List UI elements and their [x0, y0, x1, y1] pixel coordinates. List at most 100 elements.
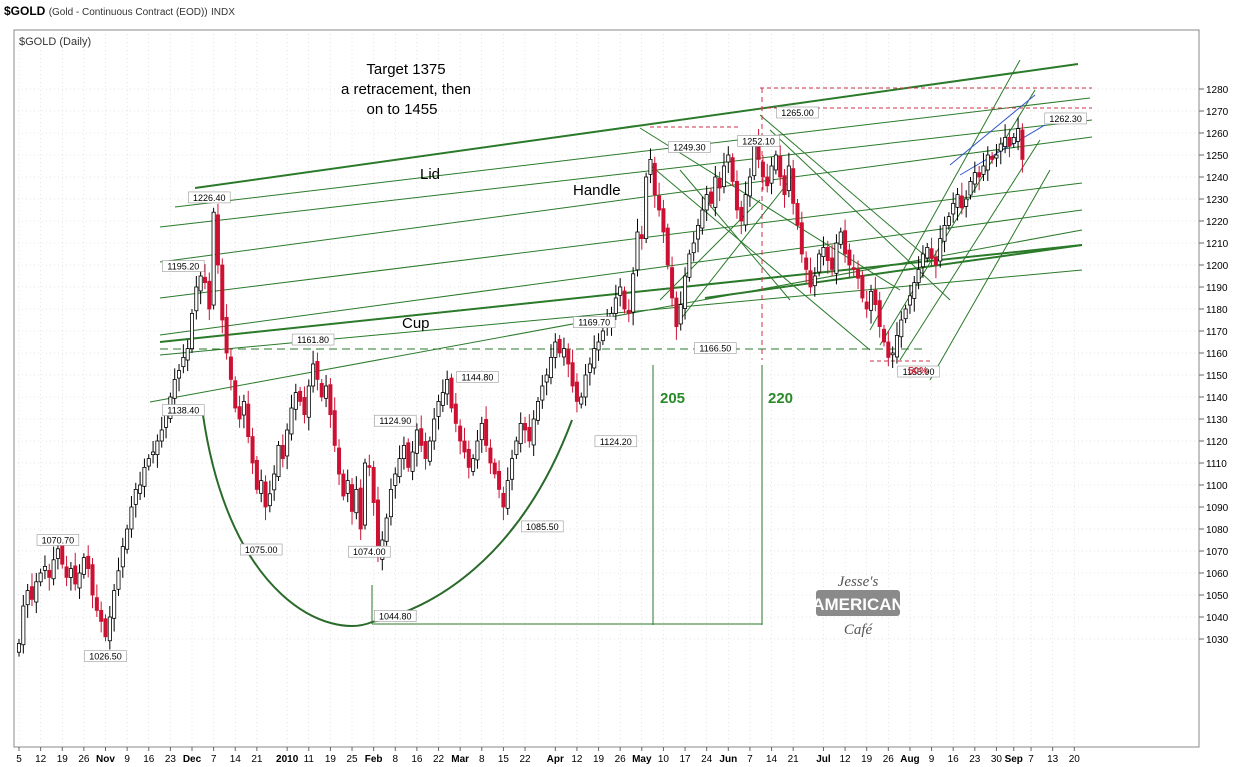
candle-body: [47, 569, 52, 578]
candle: [228, 348, 233, 391]
fan-line: [194, 63, 1079, 189]
y-tick-label: 1280: [1206, 85, 1229, 96]
candle-body: [968, 180, 973, 196]
candle: [250, 427, 255, 474]
candle: [1016, 117, 1021, 151]
candle-body: [583, 374, 588, 398]
candle-body: [752, 143, 757, 177]
candle: [964, 190, 969, 218]
candle: [492, 458, 497, 479]
candle: [254, 455, 259, 494]
candle: [328, 378, 333, 428]
candle-body: [172, 378, 177, 399]
candle: [16, 639, 21, 657]
candle-body: [16, 643, 21, 653]
candle: [81, 553, 86, 579]
candle: [951, 192, 956, 223]
candle: [138, 471, 143, 500]
price-label-text: 1074.00: [353, 547, 386, 557]
candle-body: [843, 230, 848, 255]
price-label-box: [573, 316, 616, 328]
candle: [125, 524, 130, 554]
candle-body: [933, 256, 938, 266]
candle: [553, 333, 558, 369]
candle: [458, 419, 463, 455]
candle-body: [674, 297, 679, 328]
candle: [730, 153, 735, 186]
y-tick-label: 1070: [1206, 547, 1229, 558]
candle-body: [419, 428, 424, 446]
candle-body: [890, 352, 895, 356]
candle: [955, 188, 960, 221]
candle: [691, 232, 696, 262]
x-tick-label: 2010: [276, 754, 299, 765]
candle-body: [773, 154, 778, 171]
price-label: 1075.00: [240, 543, 283, 556]
candle-body: [38, 572, 43, 583]
x-tick-label: 8: [392, 754, 398, 765]
candle: [51, 546, 56, 586]
candle-body: [298, 390, 303, 402]
candle: [38, 568, 43, 587]
candle: [94, 584, 99, 617]
candle-body: [432, 418, 437, 442]
candle-body: [86, 555, 91, 570]
candle: [233, 376, 238, 413]
candle: [298, 386, 303, 406]
candle-body: [821, 246, 826, 258]
y-tick-label: 1110: [1206, 459, 1227, 470]
fan-line: [159, 209, 1083, 336]
candle: [626, 299, 631, 323]
price-label-box: [521, 520, 564, 533]
price-label-text: 1169.70: [578, 318, 610, 328]
price-label-box: [694, 342, 737, 355]
candle-body: [177, 370, 182, 379]
candle: [315, 352, 320, 391]
candle: [237, 395, 242, 428]
lid-label: Lid: [420, 166, 440, 183]
candle: [410, 441, 415, 481]
candle: [362, 458, 367, 530]
candle-body: [860, 275, 865, 299]
candle: [687, 249, 692, 282]
candle: [332, 397, 337, 452]
candle-body: [951, 202, 956, 215]
candle-body: [1020, 129, 1025, 160]
fan-line: [159, 136, 1093, 263]
fifty-pct-label: 50%: [908, 366, 928, 377]
candle: [834, 234, 839, 285]
candle-body: [721, 165, 726, 188]
candle-body: [276, 444, 281, 478]
x-tick-label: Nov: [96, 754, 115, 765]
price-label-text: 1085.50: [526, 522, 559, 532]
x-tick-label: Dec: [183, 754, 202, 765]
candle: [916, 256, 921, 290]
candle: [189, 309, 194, 353]
price-label-text: 1070.70: [42, 535, 75, 545]
candle: [25, 584, 30, 618]
x-tick-label: 8: [479, 754, 485, 765]
x-tick-label: 19: [57, 754, 69, 765]
candle: [354, 476, 359, 520]
candle-body: [518, 422, 523, 445]
candle: [523, 416, 528, 444]
candle-body: [799, 222, 804, 255]
candle: [514, 436, 519, 460]
candle-body: [856, 268, 861, 279]
candle: [440, 379, 445, 412]
candle-body: [670, 267, 675, 299]
candle: [68, 562, 73, 591]
x-tick-label: 16: [411, 754, 423, 765]
candle-body: [267, 493, 272, 507]
watermark-logo: Jesse's AMERICAN Café: [812, 574, 904, 638]
candle-body: [903, 308, 908, 320]
candle: [527, 414, 532, 448]
price-label-box: [162, 404, 205, 416]
x-tick-label: Mar: [451, 754, 469, 765]
candle-body: [639, 234, 644, 239]
candle: [622, 286, 627, 314]
candle-body: [864, 301, 869, 310]
candle-body: [77, 572, 82, 589]
price-label-box: [36, 534, 80, 546]
y-tick-label: 1130: [1206, 415, 1228, 426]
